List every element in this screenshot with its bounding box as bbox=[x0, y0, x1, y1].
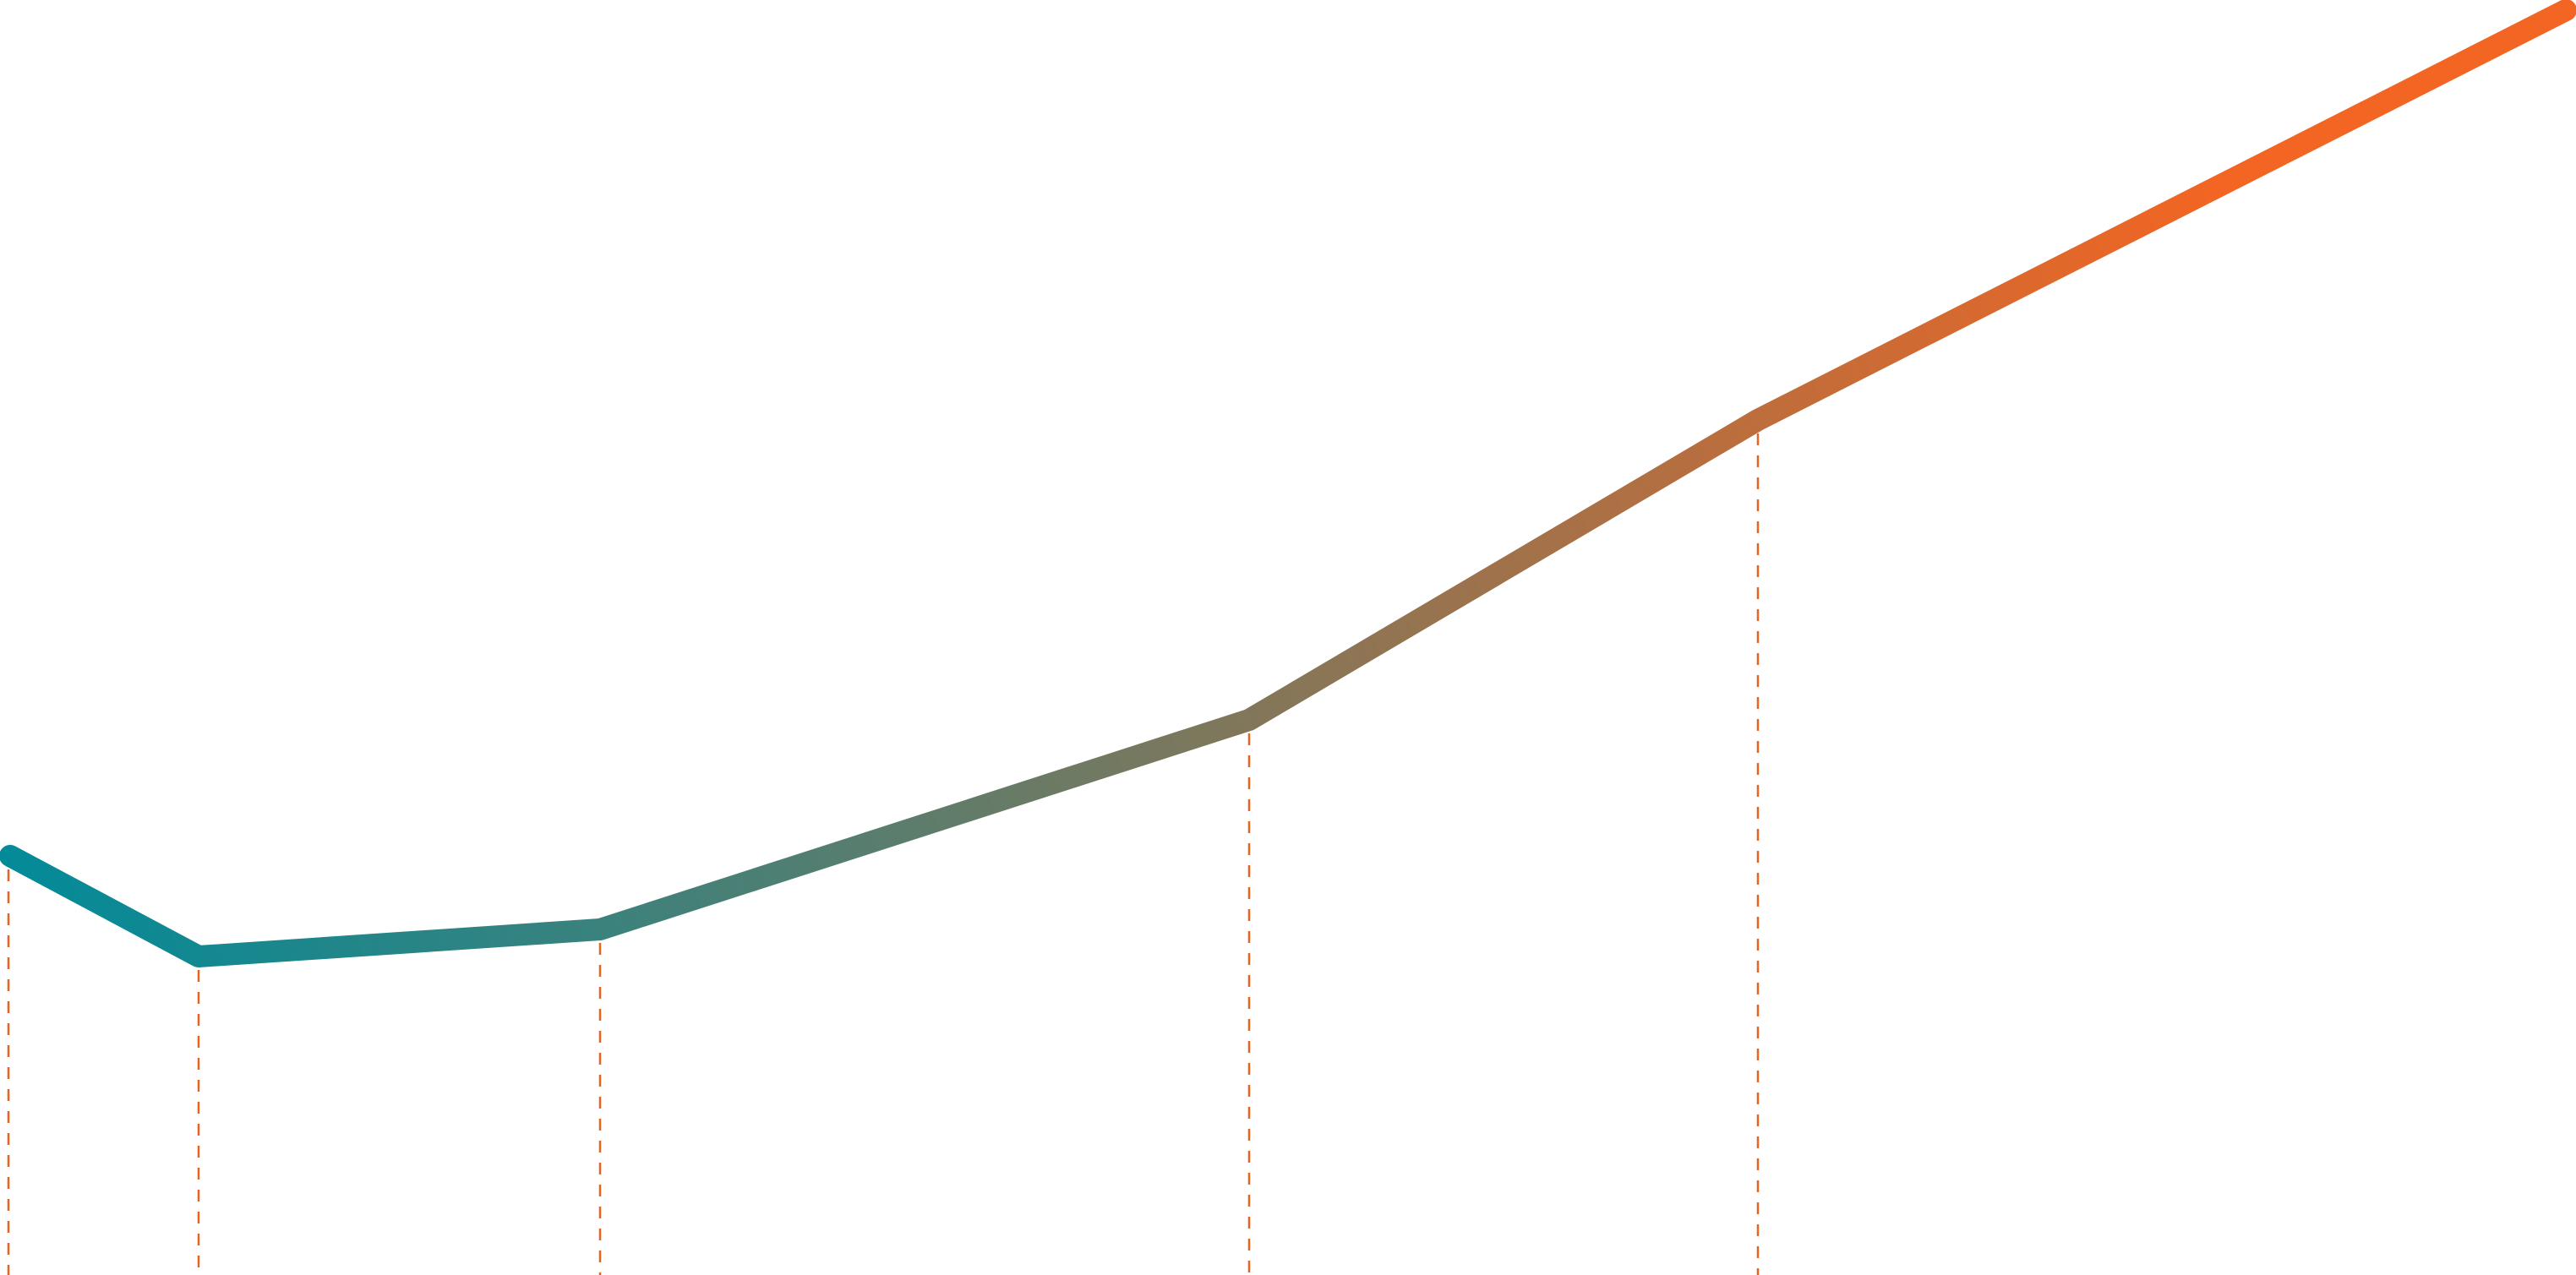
series-line bbox=[0, 0, 2576, 967]
drop-lines bbox=[7, 433, 1760, 1275]
